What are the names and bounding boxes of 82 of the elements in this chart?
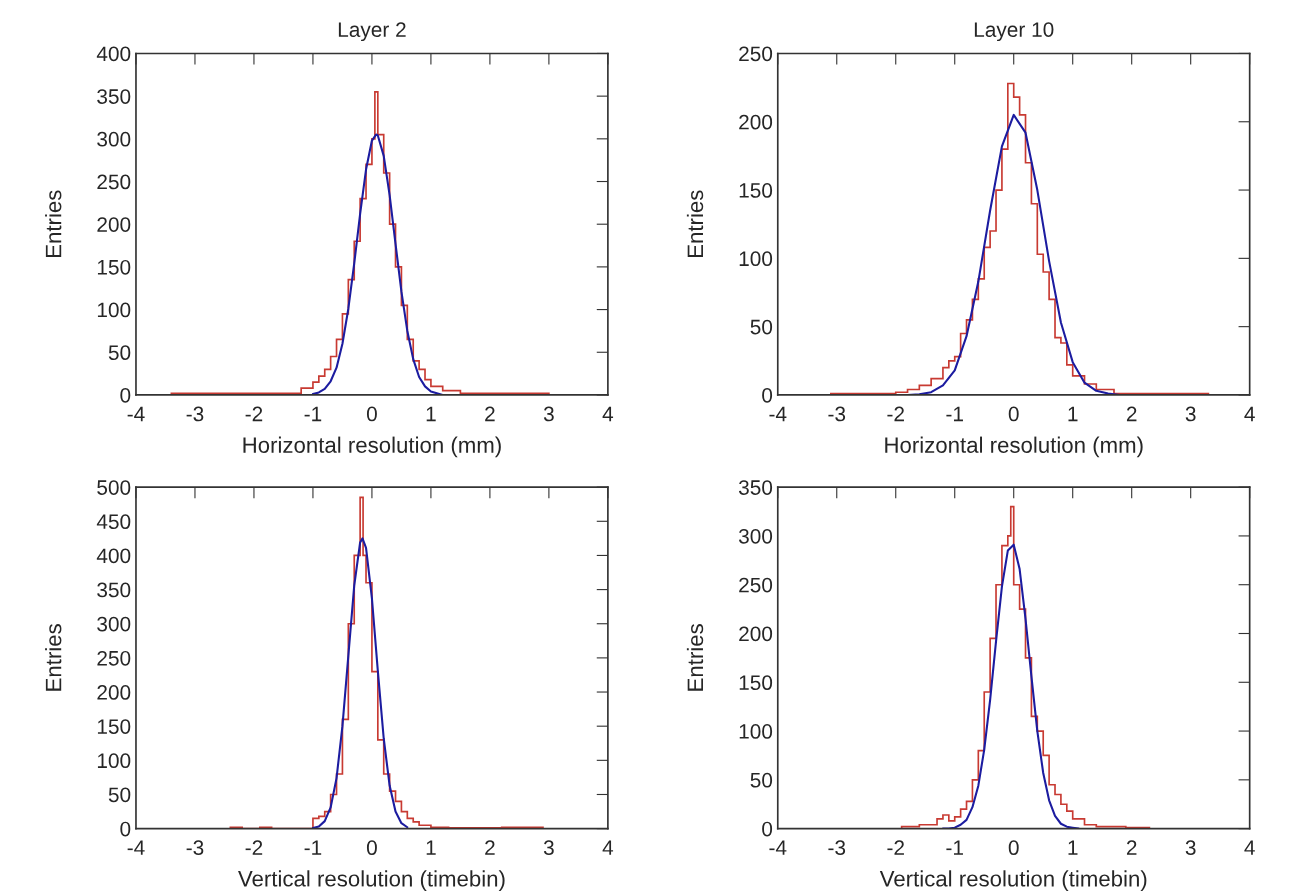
x-tick-label: -4 bbox=[769, 840, 787, 855]
y-tick-label: 250 bbox=[97, 650, 131, 666]
y-tick-label: 450 bbox=[96, 514, 131, 530]
x-tick-label: 3 bbox=[1185, 406, 1196, 422]
x-tick-label: -1 bbox=[304, 406, 322, 422]
y-tick-label: 150 bbox=[739, 675, 773, 691]
y-tick-label: 50 bbox=[750, 319, 773, 335]
x-tick-label: -3 bbox=[828, 840, 846, 856]
y-tick-label: 350 bbox=[97, 89, 131, 104]
x-tick-label: -2 bbox=[245, 406, 263, 422]
y-axis-title: Entries bbox=[45, 624, 62, 691]
y-tick-label: 250 bbox=[739, 577, 773, 593]
x-axis-title: Vertical resolution (timebin) bbox=[238, 870, 505, 891]
x-tick-label: -2 bbox=[887, 406, 904, 422]
line-series bbox=[311, 133, 444, 395]
x-tick-label: -2 bbox=[887, 840, 904, 855]
y-tick-label: 300 bbox=[97, 616, 131, 632]
x-tick-label: 4 bbox=[1244, 840, 1255, 855]
x-tick-label: 0 bbox=[366, 840, 377, 856]
y-tick-label: 200 bbox=[739, 114, 773, 130]
y-tick-label: 300 bbox=[97, 131, 131, 147]
y-tick-label: 300 bbox=[738, 528, 773, 544]
x-tick-label: -2 bbox=[245, 840, 263, 855]
y-tick-label: 100 bbox=[739, 251, 773, 267]
x-axis-title: Vertical resolution (timebin) bbox=[879, 870, 1147, 891]
x-tick-label: 0 bbox=[1008, 406, 1019, 422]
y-tick-label: 200 bbox=[97, 217, 131, 232]
x-tick-label: -4 bbox=[769, 406, 787, 422]
y-tick-label: 50 bbox=[108, 787, 131, 803]
x-tick-label: 2 bbox=[485, 840, 495, 855]
y-tick-label: 500 bbox=[97, 480, 131, 495]
x-tick-label: 2 bbox=[485, 406, 495, 422]
x-tick-label: -4 bbox=[127, 840, 145, 855]
x-tick-label: -3 bbox=[186, 406, 204, 422]
x-tick-label: 4 bbox=[1244, 406, 1255, 422]
x-tick-label: 4 bbox=[602, 840, 614, 855]
y-axis-title: Entries bbox=[686, 624, 704, 691]
x-tick-label: -1 bbox=[304, 840, 322, 855]
y-tick-label: 0 bbox=[120, 821, 131, 837]
y-tick-label: 0 bbox=[762, 387, 773, 403]
chart-title: Layer 2 bbox=[338, 22, 406, 42]
x-tick-label: 4 bbox=[602, 406, 614, 422]
y-tick-label: 0 bbox=[762, 821, 773, 837]
x-tick-label: 1 bbox=[1068, 406, 1078, 422]
x-tick-label: 1 bbox=[426, 840, 436, 855]
x-tick-label: 0 bbox=[366, 406, 377, 422]
y-tick-label: 350 bbox=[738, 480, 773, 495]
y-tick-label: 100 bbox=[97, 753, 131, 769]
y-tick-label: 50 bbox=[108, 345, 131, 361]
line-series bbox=[311, 537, 409, 829]
y-tick-label: 200 bbox=[97, 685, 131, 700]
y-tick-label: 400 bbox=[96, 548, 131, 564]
x-axis-title: Horizontal resolution (mm) bbox=[885, 436, 1143, 458]
y-tick-label: 350 bbox=[97, 582, 131, 598]
x-tick-label: -1 bbox=[946, 406, 963, 422]
x-tick-label: 1 bbox=[426, 406, 436, 422]
x-tick-label: -1 bbox=[946, 840, 963, 855]
y-axis-title: Entries bbox=[686, 190, 704, 257]
y-tick-label: 250 bbox=[97, 174, 131, 190]
y-axis-title: Entries bbox=[45, 190, 62, 257]
x-tick-label: -3 bbox=[828, 406, 846, 422]
chart-title: Layer 10 bbox=[974, 22, 1054, 42]
y-tick-label: 150 bbox=[739, 183, 773, 198]
x-tick-label: 2 bbox=[1126, 840, 1137, 855]
y-tick-label: 150 bbox=[97, 259, 131, 275]
x-tick-label: 3 bbox=[543, 840, 554, 856]
x-tick-label: 3 bbox=[1185, 840, 1196, 856]
x-tick-label: -3 bbox=[186, 840, 204, 856]
y-tick-label: 50 bbox=[750, 772, 773, 788]
y-tick-label: 150 bbox=[97, 719, 131, 734]
y-tick-label: 100 bbox=[739, 724, 773, 739]
x-tick-label: 0 bbox=[1008, 840, 1019, 856]
x-axis-title: Horizontal resolution (mm) bbox=[243, 436, 501, 458]
x-tick-label: 3 bbox=[543, 406, 554, 422]
x-tick-label: 1 bbox=[1068, 840, 1078, 855]
y-tick-label: 250 bbox=[739, 46, 773, 62]
x-tick-label: 2 bbox=[1126, 406, 1137, 422]
y-tick-label: 200 bbox=[739, 626, 773, 642]
y-tick-label: 400 bbox=[96, 46, 131, 62]
y-tick-label: 100 bbox=[97, 302, 131, 318]
x-tick-label: -4 bbox=[127, 406, 145, 422]
y-tick-label: 0 bbox=[120, 387, 131, 403]
